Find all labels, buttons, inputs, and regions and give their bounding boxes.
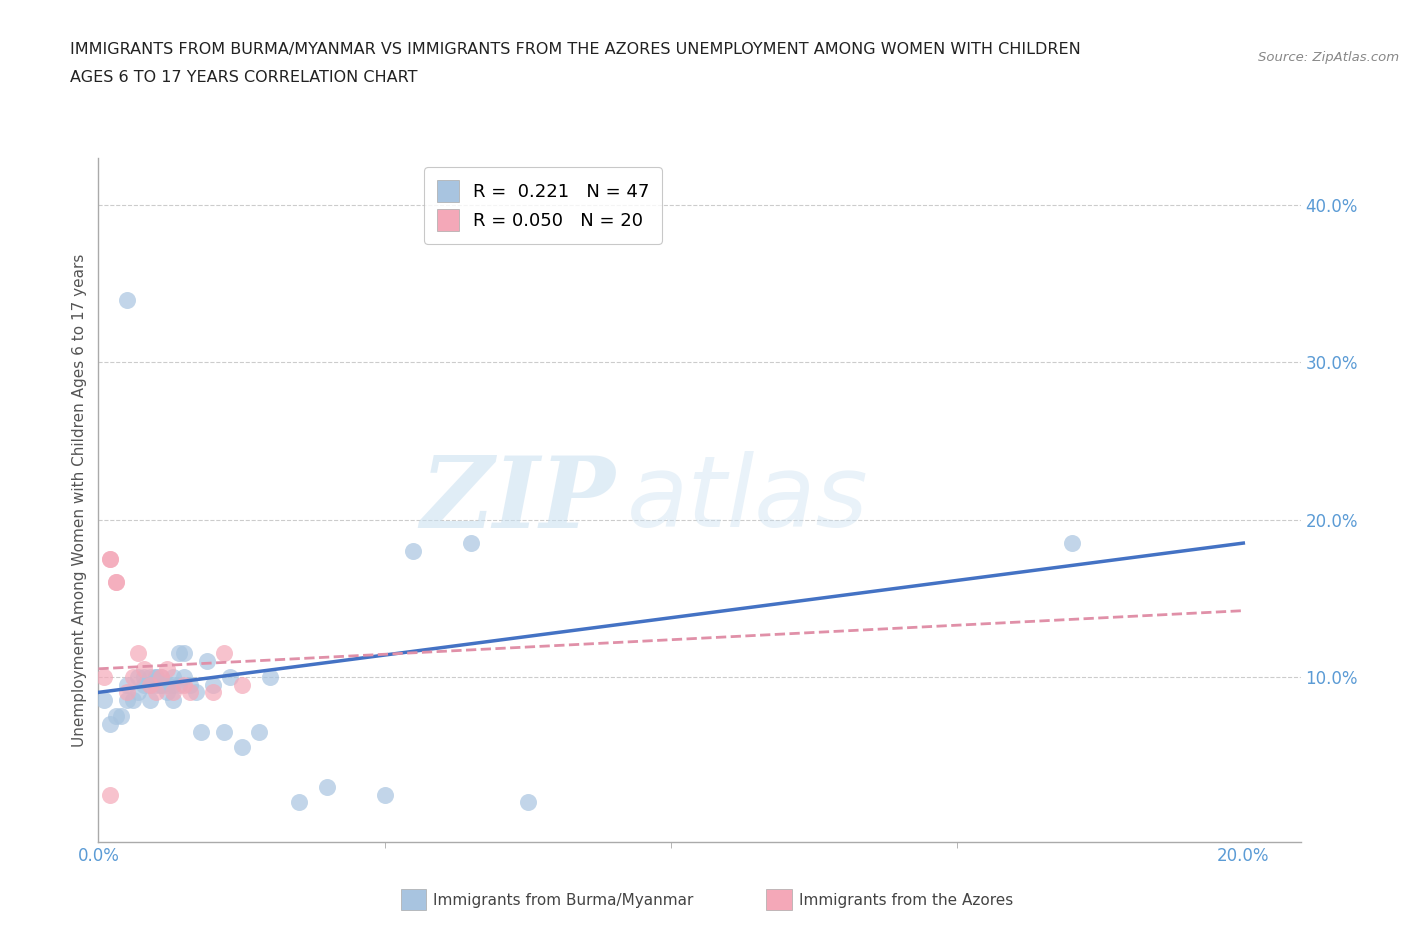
Point [247,724,270,739]
Point [162,693,184,708]
Point [104,709,127,724]
Point [104,575,127,590]
Point [201,677,224,692]
Point [145,684,167,699]
Point [139,693,162,708]
Point [162,677,184,692]
Point [104,575,127,590]
Point [231,740,253,755]
Point [145,677,167,692]
Text: ZIP: ZIP [420,452,616,548]
Point [195,654,218,669]
Point [98,787,121,802]
Point [150,677,173,692]
Point [167,645,190,660]
Point [214,724,236,739]
Point [115,684,138,699]
Point [162,670,184,684]
Text: IMMIGRANTS FROM BURMA/MYANMAR VS IMMIGRANTS FROM THE AZORES UNEMPLOYMENT AMONG W: IMMIGRANTS FROM BURMA/MYANMAR VS IMMIGRA… [70,42,1081,57]
Point [156,684,179,699]
Point [134,661,156,676]
Point [145,670,167,684]
Text: Immigrants from Burma/Myanmar: Immigrants from Burma/Myanmar [433,893,693,908]
Point [259,670,281,684]
Point [156,677,179,692]
Text: atlas: atlas [627,451,869,549]
Point [150,670,173,684]
Point [173,670,195,684]
Point [179,677,201,692]
Point [190,724,212,739]
Point [115,693,138,708]
Point [167,677,190,692]
Point [139,670,162,684]
Point [150,670,173,684]
Point [287,795,309,810]
Point [231,677,253,692]
Point [214,645,236,660]
Point [128,684,150,699]
Point [219,670,242,684]
Point [139,677,162,692]
Y-axis label: Unemployment Among Women with Children Ages 6 to 17 years: Unemployment Among Women with Children A… [72,253,87,747]
Point [179,684,201,699]
Point [173,677,195,692]
Point [162,684,184,699]
Point [134,670,156,684]
Point [115,677,138,692]
Point [110,709,132,724]
Point [128,670,150,684]
Point [374,787,396,802]
Point [316,779,339,794]
Point [93,670,115,684]
Point [460,536,482,551]
Point [1060,536,1083,551]
Point [184,684,207,699]
Point [402,543,425,558]
Point [516,795,538,810]
Point [121,670,143,684]
Point [139,677,162,692]
Point [98,551,121,566]
Point [156,661,179,676]
Point [145,670,167,684]
Legend: R =  0.221   N = 47, R = 0.050   N = 20: R = 0.221 N = 47, R = 0.050 N = 20 [425,167,662,244]
Point [201,684,224,699]
Point [150,677,173,692]
Point [121,693,143,708]
Point [98,551,121,566]
Text: AGES 6 TO 17 YEARS CORRELATION CHART: AGES 6 TO 17 YEARS CORRELATION CHART [70,70,418,85]
Text: Immigrants from the Azores: Immigrants from the Azores [799,893,1012,908]
Point [98,716,121,731]
Point [93,693,115,708]
Point [115,292,138,307]
Point [128,645,150,660]
Point [134,677,156,692]
Point [173,645,195,660]
Text: Source: ZipAtlas.com: Source: ZipAtlas.com [1258,51,1399,64]
